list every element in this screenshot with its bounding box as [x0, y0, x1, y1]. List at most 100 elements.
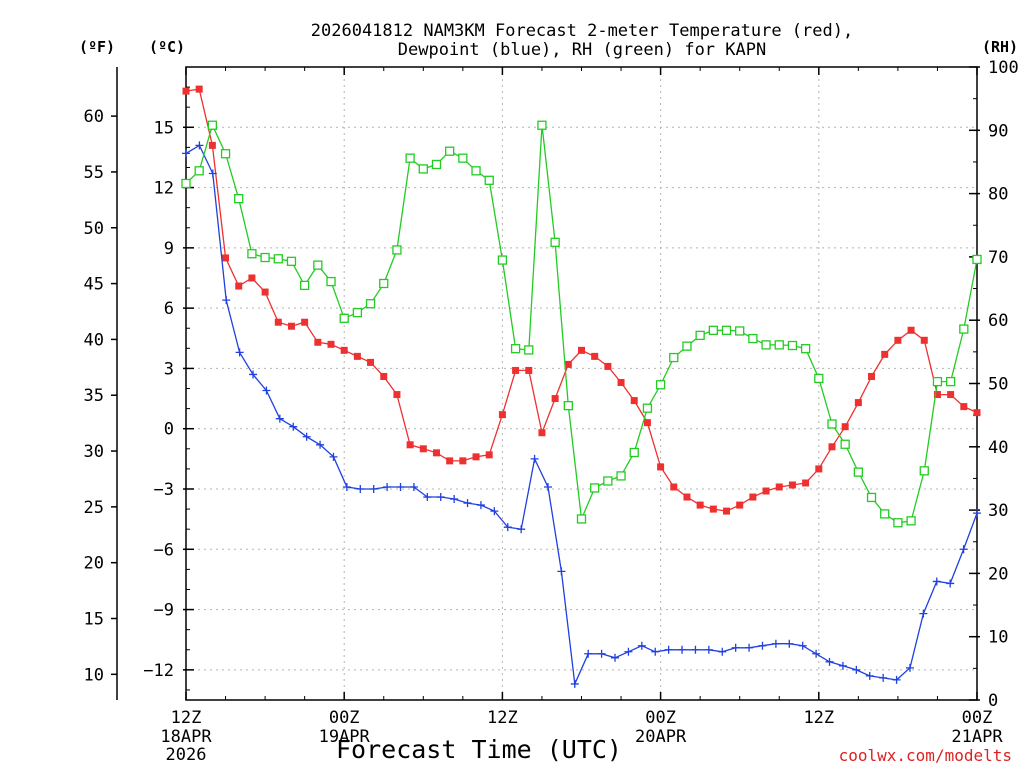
- rh-tick-label: 100: [988, 58, 1019, 78]
- rh-data-point: [906, 516, 916, 526]
- dewpoint-data-point: [476, 501, 485, 510]
- temperature-data-point: [274, 318, 282, 326]
- rh-data-point: [576, 514, 587, 524]
- temperature-data-point: [459, 457, 467, 465]
- rh-tick-label: 20: [988, 564, 1008, 584]
- rh-data-point: [563, 401, 573, 411]
- temperature-data-point: [564, 360, 572, 368]
- rh-data-point: [247, 249, 257, 259]
- temperature-data-point: [894, 336, 902, 344]
- temperature-data-point: [973, 409, 981, 417]
- dewpoint-data-point: [329, 452, 338, 461]
- rh-data-point: [313, 260, 323, 270]
- rh-data-point: [774, 340, 784, 350]
- dewpoint-data-point: [704, 645, 713, 654]
- dewpoint-data-point: [222, 296, 231, 305]
- rh-data-point: [392, 245, 402, 255]
- temperature-data-point: [432, 449, 440, 457]
- fahrenheit-tick-label: 20: [84, 554, 104, 574]
- temperature-data-point: [353, 352, 361, 360]
- axes: −12 −9 −6 −3 0 3 6 9 12 15 10 15 20 25 30 35 40 45 50 55 60 0…: [84, 58, 1019, 765]
- dewpoint-data-point: [624, 647, 633, 656]
- dewpoint-data-point: [664, 645, 673, 654]
- fahrenheit-tick-label: 60: [84, 107, 104, 127]
- rh-tick-label: 90: [988, 121, 1008, 141]
- dewpoint-series-line: [185, 144, 978, 687]
- temperature-data-point: [525, 366, 533, 374]
- temperature-data-point: [287, 322, 295, 330]
- dewpoint-data-point: [637, 641, 646, 650]
- dewpoint-data-point: [356, 485, 365, 493]
- temperature-data-point: [683, 493, 691, 501]
- temperature-data-point: [788, 481, 796, 489]
- rh-data-point: [590, 483, 600, 493]
- celsius-tick-label: −12: [143, 661, 174, 681]
- temperature-data-point: [340, 346, 348, 354]
- temperature-data-point: [920, 336, 928, 344]
- temperature-data-point: [762, 487, 770, 495]
- x-tick-label-time: 12Z: [171, 708, 202, 728]
- temperature-data-point: [301, 318, 309, 326]
- celsius-unit-label: (ºC): [149, 38, 185, 56]
- temperature-data-point: [868, 372, 876, 380]
- temperature-data-point: [947, 391, 955, 399]
- dewpoint-data-point: [919, 609, 928, 618]
- temperature-data-point: [182, 87, 190, 95]
- dewpoint-data-point: [557, 567, 566, 576]
- celsius-tick-label: −3: [154, 480, 174, 500]
- rh-data-point: [721, 325, 732, 335]
- credit-text: coolwx.com/modelts: [839, 746, 1012, 765]
- rh-data-point: [484, 175, 494, 185]
- temperature-data-point: [591, 352, 599, 360]
- chart-subtitle: Dewpoint (blue), RH (green) for KAPN: [398, 40, 766, 60]
- rh-tick-label: 0: [988, 691, 998, 711]
- temperature-data-point: [314, 338, 322, 346]
- rh-data-point: [273, 254, 283, 264]
- dewpoint-data-point: [825, 657, 834, 666]
- temperature-data-point: [538, 429, 546, 437]
- rh-tick-label: 10: [988, 628, 1008, 648]
- temperature-data-point: [261, 288, 269, 296]
- dewpoint-data-point: [383, 482, 392, 491]
- temperature-data-point: [367, 358, 375, 366]
- rh-data-point: [853, 467, 863, 477]
- fahrenheit-tick-label: 15: [84, 610, 104, 630]
- dewpoint-data-point: [718, 647, 727, 656]
- fahrenheit-tick-label: 25: [84, 498, 104, 518]
- rh-data-point: [708, 325, 718, 335]
- x-tick-label-time: 12Z: [487, 708, 518, 728]
- temperature-data-point: [630, 397, 638, 405]
- temperature-data-point: [195, 85, 203, 93]
- dewpoint-data-point: [208, 169, 217, 178]
- rh-data-point: [458, 153, 468, 163]
- celsius-tick-label: 0: [164, 420, 174, 440]
- dewpoint-data-point: [342, 482, 351, 491]
- rh-data-point: [207, 120, 218, 130]
- rh-data-point: [603, 476, 613, 486]
- dewpoint-data-point: [490, 507, 499, 516]
- dewpoint-data-point: [584, 649, 593, 658]
- rh-data-point: [352, 307, 363, 318]
- temperature-data-point: [512, 366, 520, 374]
- dewpoint-data-point: [678, 645, 687, 654]
- dewpoint-data-point: [316, 440, 325, 449]
- dewpoint-data-point: [463, 499, 472, 508]
- dewpoint-data-point: [396, 482, 405, 491]
- plot-frame: [185, 66, 978, 701]
- dewpoint-data-point: [785, 639, 794, 648]
- rh-data-point: [260, 252, 270, 263]
- celsius-tick-label: 6: [164, 299, 174, 319]
- temperature-data-point: [248, 274, 256, 282]
- dewpoint-data-point: [946, 579, 955, 588]
- celsius-tick-label: 12: [154, 179, 174, 199]
- temperature-data-point: [472, 453, 480, 461]
- rh-data-point: [537, 120, 547, 130]
- dewpoint-data-point: [865, 671, 874, 680]
- rh-data-point: [299, 280, 310, 291]
- x-tick-label-date: 19APR: [319, 727, 371, 747]
- series-layer: [181, 85, 982, 688]
- rh-data-point: [959, 324, 969, 334]
- temperature-data-point: [643, 419, 651, 427]
- x-tick-label-time: 00Z: [962, 708, 993, 728]
